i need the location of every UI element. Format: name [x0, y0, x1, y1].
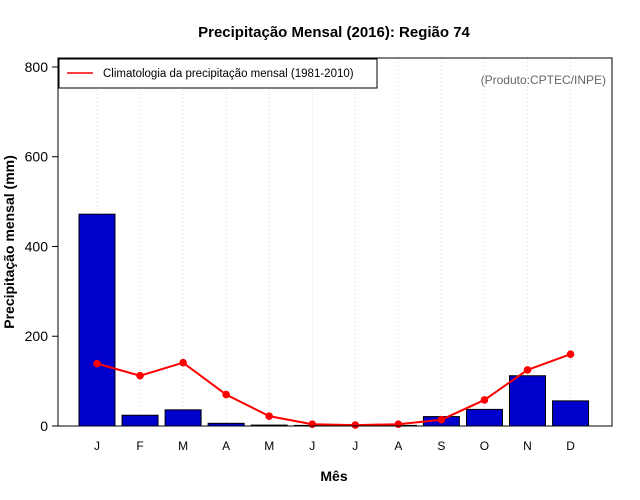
bar-12 — [552, 400, 590, 427]
y-tick-label-400: 400 — [25, 238, 49, 254]
bar-1 — [78, 213, 116, 427]
x-tick-label-3: M — [178, 439, 188, 453]
climatology-point-8 — [394, 420, 403, 429]
climatology-line — [96, 353, 571, 427]
legend: Climatologia da precipitação mensal (198… — [58, 58, 378, 89]
legend-box — [58, 58, 378, 89]
x-tick-label-6: J — [309, 439, 315, 453]
climatology-point-2 — [136, 371, 144, 380]
x-tick-label-8: A — [394, 439, 402, 453]
bar-2 — [121, 414, 159, 427]
x-tick-label-1: J — [94, 439, 100, 453]
bar-series — [78, 213, 590, 427]
x-tick-label-10: O — [480, 439, 489, 453]
climatology-point-5 — [265, 412, 274, 420]
y-axis: 0 200 400 600 800 — [25, 59, 58, 434]
y-tick-label-800: 800 — [25, 59, 49, 75]
chart-title: Precipitação Mensal (2016): Região 74 — [198, 24, 470, 41]
bar-11 — [509, 375, 546, 427]
x-tick-label-7: J — [352, 439, 358, 453]
x-tick-label-9: S — [437, 439, 445, 453]
grid-lines — [96, 58, 572, 426]
climatology-point-9 — [437, 415, 446, 424]
climatology-point-11 — [523, 366, 532, 374]
y-axis-label: Precipitação mensal (mm) — [1, 155, 17, 329]
climatology-point-12 — [566, 350, 575, 358]
bar-10 — [465, 408, 503, 427]
y-tick-label-0: 0 — [40, 418, 48, 434]
x-axis-label: Mês — [320, 468, 347, 484]
x-tick-label-11: N — [523, 439, 532, 453]
product-credit: (Produto:CPTEC/INPE) — [481, 73, 606, 87]
climatology-point-6 — [308, 420, 317, 429]
legend-entry: Climatologia da precipitação mensal (198… — [103, 68, 354, 80]
y-tick-label-200: 200 — [25, 328, 49, 344]
y-tick-label-600: 600 — [25, 149, 49, 165]
x-tick-label-4: A — [222, 439, 230, 453]
x-tick-label-12: D — [566, 439, 575, 453]
plot-frame — [57, 57, 613, 427]
climatology-point-4 — [222, 390, 230, 399]
climatology-point-3 — [179, 358, 187, 367]
bar-3 — [164, 409, 202, 427]
x-tick-label-2: F — [136, 439, 143, 453]
climatology-point-7 — [351, 421, 360, 429]
climatology-point-1 — [93, 359, 101, 368]
climatology-point-10 — [480, 396, 489, 404]
x-tick-label-5: M — [264, 439, 274, 453]
